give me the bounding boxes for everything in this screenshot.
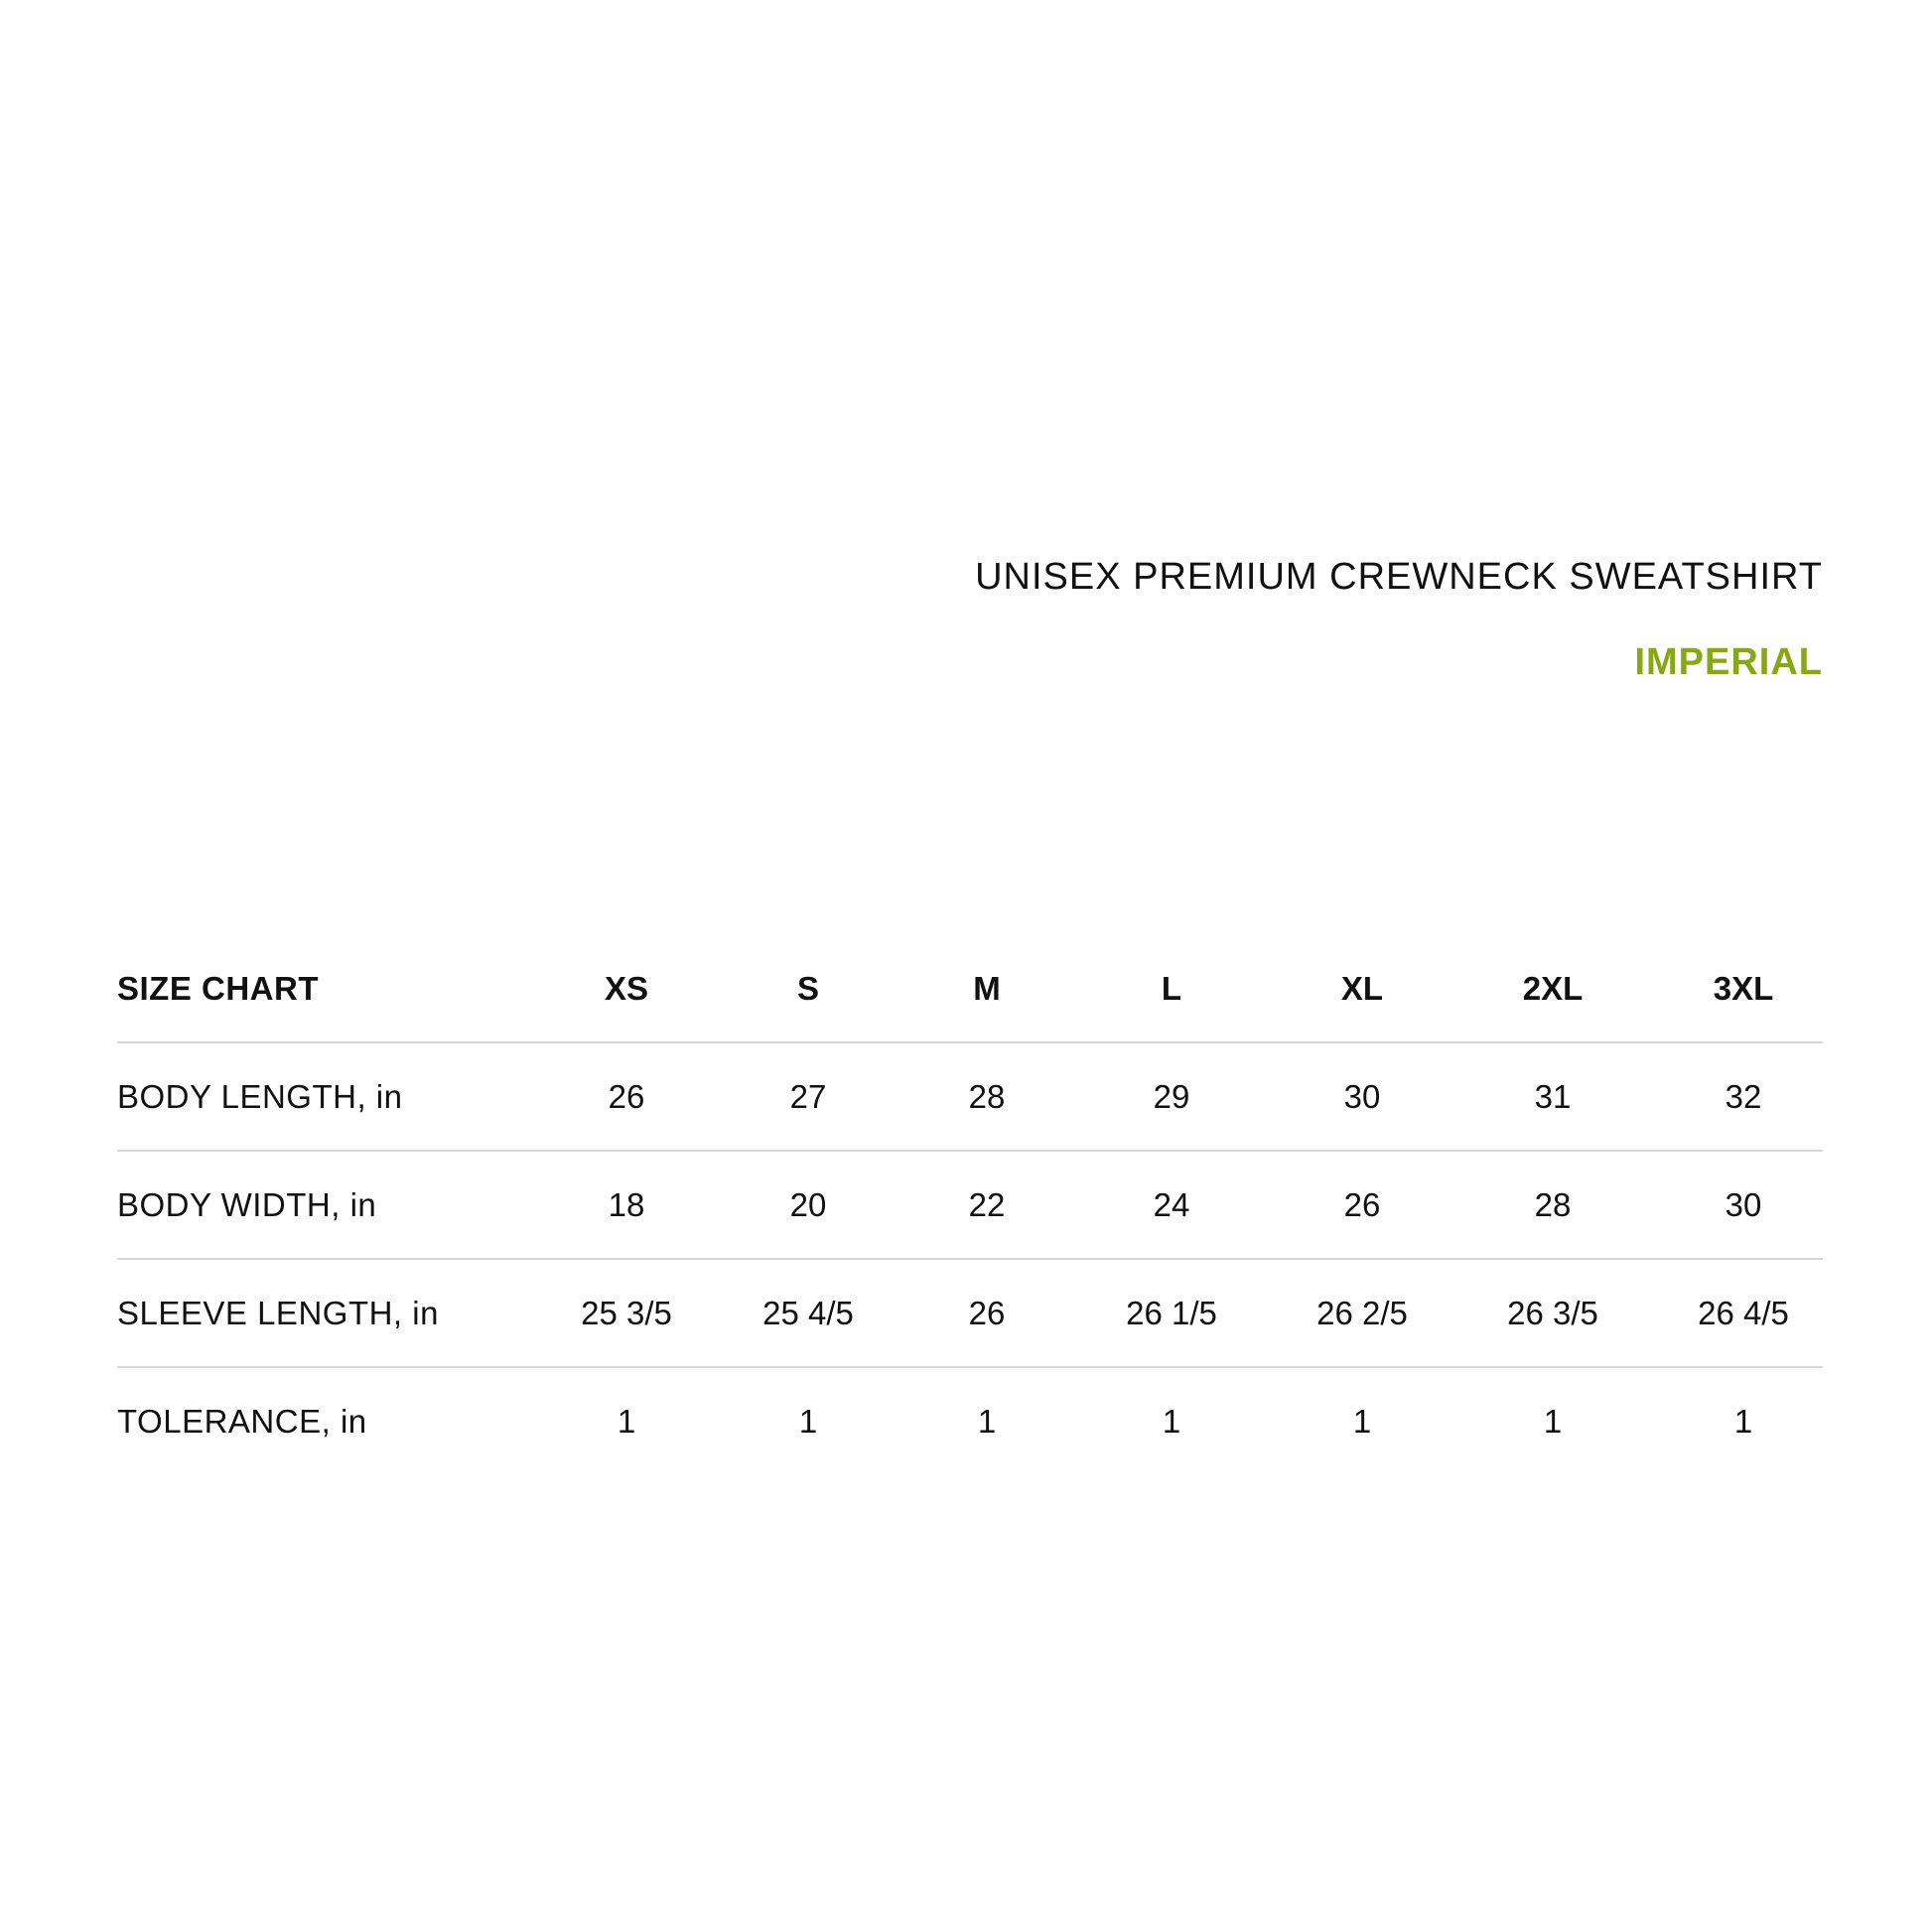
table-cell: 26 xyxy=(968,1295,1006,1331)
table-row: TOLERANCE, in 1 1 1 1 1 1 1 xyxy=(117,1368,1823,1474)
table-cell: 24 xyxy=(1153,1186,1190,1223)
table-cell: 25 4/5 xyxy=(762,1295,854,1331)
table-header-row: SIZE CHART XS S M L XL 2XL 3XL xyxy=(117,935,1823,1043)
table-cell: 1 xyxy=(798,1403,818,1440)
product-title: UNISEX PREMIUM CREWNECK SWEATSHIRT xyxy=(975,556,1823,598)
table-cell: 1 xyxy=(1543,1403,1563,1440)
unit-system-label: IMPERIAL xyxy=(1634,641,1823,683)
table-cell: 1 xyxy=(1733,1403,1753,1440)
table-cell: 28 xyxy=(1534,1186,1572,1223)
row-label: TOLERANCE, in xyxy=(117,1403,367,1440)
row-label: SLEEVE LENGTH, in xyxy=(117,1295,439,1331)
table-cell: 26 xyxy=(608,1078,645,1115)
table-cell: 20 xyxy=(789,1186,827,1223)
size-chart-table: SIZE CHART XS S M L XL 2XL 3XL BODY LENGTH, in 26… xyxy=(117,935,1823,1474)
table-cell: 26 3/5 xyxy=(1507,1295,1598,1331)
size-header: XS xyxy=(604,970,649,1007)
size-header: XL xyxy=(1340,970,1384,1007)
size-header: M xyxy=(973,970,1001,1007)
table-cell: 1 xyxy=(617,1403,636,1440)
table-cell: 26 xyxy=(1343,1186,1381,1223)
size-header: L xyxy=(1161,970,1182,1007)
size-header: 2XL xyxy=(1522,970,1584,1007)
table-cell: 30 xyxy=(1343,1078,1381,1115)
table-row: BODY WIDTH, in 18 20 22 24 26 28 30 xyxy=(117,1152,1823,1260)
table-cell: 1 xyxy=(1352,1403,1372,1440)
table-cell: 26 2/5 xyxy=(1316,1295,1408,1331)
table-cell: 1 xyxy=(977,1403,997,1440)
table-cell: 27 xyxy=(789,1078,827,1115)
table-cell: 26 1/5 xyxy=(1126,1295,1217,1331)
size-chart-heading: SIZE CHART xyxy=(117,970,319,1007)
table-row: BODY LENGTH, in 26 27 28 29 30 31 32 xyxy=(117,1043,1823,1152)
table-cell: 25 3/5 xyxy=(581,1295,672,1331)
size-header: S xyxy=(796,970,820,1007)
table-cell: 18 xyxy=(608,1186,645,1223)
size-header: 3XL xyxy=(1713,970,1774,1007)
row-label: BODY WIDTH, in xyxy=(117,1186,377,1223)
row-label: BODY LENGTH, in xyxy=(117,1078,403,1115)
table-cell: 30 xyxy=(1725,1186,1762,1223)
table-cell: 29 xyxy=(1153,1078,1190,1115)
table-row: SLEEVE LENGTH, in 25 3/5 25 4/5 26 26 1/5 26 … xyxy=(117,1260,1823,1368)
table-cell: 26 4/5 xyxy=(1698,1295,1789,1331)
table-cell: 22 xyxy=(968,1186,1006,1223)
table-cell: 31 xyxy=(1534,1078,1572,1115)
table-cell: 28 xyxy=(968,1078,1006,1115)
table-cell: 32 xyxy=(1725,1078,1762,1115)
table-cell: 1 xyxy=(1162,1403,1181,1440)
